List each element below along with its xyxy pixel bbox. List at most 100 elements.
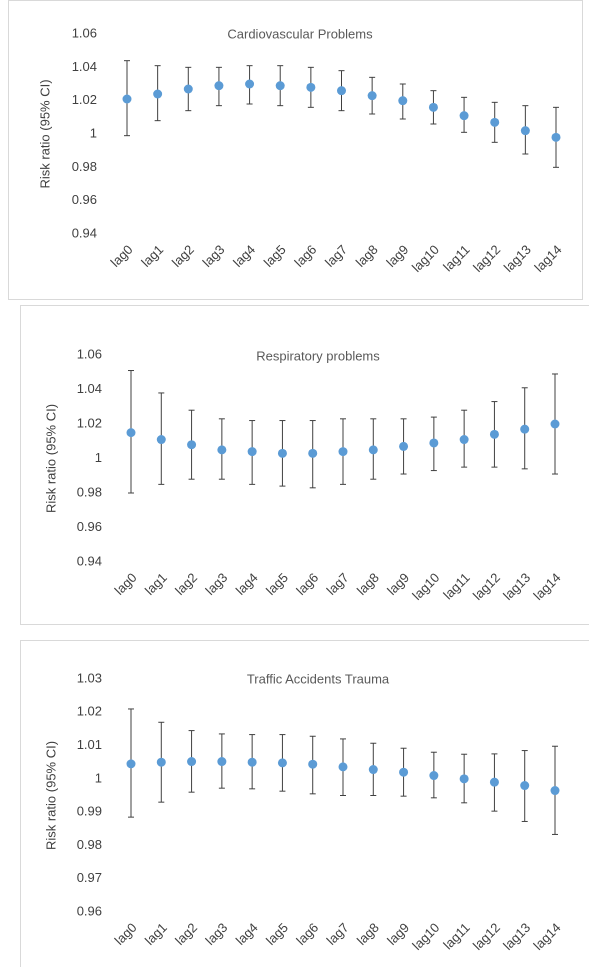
x-tick-label: lag8 (354, 570, 382, 598)
x-tick-label: lag1 (142, 570, 170, 598)
x-tick-label: lag11 (440, 920, 472, 952)
point (490, 778, 499, 787)
point (490, 430, 499, 439)
point (521, 126, 530, 135)
x-tick-label: lag2 (169, 242, 197, 270)
point (184, 85, 193, 94)
x-tick-label: lag14 (531, 242, 564, 275)
x-tick-label: lag9 (383, 242, 411, 270)
point (123, 95, 132, 104)
point (278, 758, 287, 767)
y-tick-label: 0.96 (72, 192, 97, 207)
x-tick-label: lag1 (138, 242, 166, 270)
point (368, 91, 377, 100)
y-axis-label: Risk ratio (95% CI) (43, 404, 58, 513)
y-tick-label: 1.02 (77, 704, 102, 719)
x-tick-label: lag2 (172, 920, 200, 948)
chart-title: Cardiovascular Problems (227, 26, 373, 41)
x-tick-label: lag0 (112, 570, 140, 598)
point (369, 445, 378, 454)
point (248, 758, 257, 767)
point (520, 781, 529, 790)
point (127, 428, 136, 437)
point (520, 425, 529, 434)
y-tick-label: 1.04 (72, 59, 97, 74)
x-tick-label: lag4 (230, 242, 258, 270)
point (399, 768, 408, 777)
x-tick-label: lag4 (233, 920, 261, 948)
x-tick-label: lag6 (293, 920, 321, 948)
point (552, 133, 561, 142)
point (429, 103, 438, 112)
chart-title: Traffic Accidents Trauma (247, 671, 390, 686)
point (217, 757, 226, 766)
y-tick-label: 0.96 (77, 519, 102, 534)
y-tick-label: 1 (95, 770, 102, 785)
y-tick-label: 0.96 (77, 903, 102, 918)
point (308, 760, 317, 769)
x-tick-label: lag14 (530, 570, 563, 603)
x-tick-label: lag13 (501, 242, 534, 275)
y-tick-label: 1.02 (77, 415, 102, 430)
x-tick-label: lag11 (440, 242, 472, 274)
x-tick-label: lag8 (353, 242, 381, 270)
x-tick-label: lag13 (500, 920, 533, 953)
point (369, 765, 378, 774)
chart-frame (21, 641, 589, 968)
y-axis-label: Risk ratio (95% CI) (43, 741, 58, 850)
x-tick-label: lag8 (354, 920, 382, 948)
y-tick-label: 0.98 (72, 159, 97, 174)
point (187, 757, 196, 766)
y-tick-label: 1.03 (77, 670, 102, 685)
x-tick-label: lag4 (233, 570, 261, 598)
point (490, 118, 499, 127)
point (248, 447, 257, 456)
y-tick-label: 1.06 (77, 346, 102, 361)
x-tick-label: lag5 (263, 920, 291, 948)
point (339, 762, 348, 771)
x-tick-label: lag11 (440, 570, 472, 602)
x-tick-label: lag0 (112, 920, 140, 948)
x-tick-label: lag12 (470, 570, 503, 603)
point (278, 449, 287, 458)
point (551, 420, 560, 429)
y-tick-label: 1.01 (77, 737, 102, 752)
point (460, 111, 469, 120)
y-tick-label: 1.06 (72, 25, 97, 40)
x-tick-label: lag10 (409, 920, 442, 953)
point (214, 81, 223, 90)
point (157, 435, 166, 444)
x-tick-label: lag12 (470, 242, 503, 275)
point (153, 90, 162, 99)
point (337, 86, 346, 95)
y-axis-label: Risk ratio (95% CI) (37, 79, 52, 188)
y-tick-label: 0.94 (77, 553, 102, 568)
point (276, 81, 285, 90)
x-tick-label: lag7 (322, 242, 350, 270)
point (551, 786, 560, 795)
y-tick-label: 1 (90, 125, 97, 140)
x-tick-label: lag14 (530, 920, 563, 953)
y-tick-label: 0.97 (77, 870, 102, 885)
x-tick-label: lag7 (324, 920, 352, 948)
point (398, 96, 407, 105)
x-tick-label: lag2 (172, 570, 200, 598)
y-tick-label: 1.04 (77, 381, 102, 396)
x-tick-label: lag3 (202, 570, 230, 598)
y-tick-label: 0.98 (77, 837, 102, 852)
y-tick-label: 1 (95, 450, 102, 465)
point (429, 438, 438, 447)
x-tick-label: lag12 (470, 920, 503, 953)
point (306, 83, 315, 92)
y-tick-label: 1.02 (72, 92, 97, 107)
x-tick-label: lag13 (500, 570, 533, 603)
x-tick-label: lag5 (261, 242, 289, 270)
point (245, 80, 254, 89)
x-tick-label: lag7 (324, 570, 352, 598)
y-tick-label: 0.98 (77, 484, 102, 499)
x-tick-label: lag6 (291, 242, 319, 270)
point (460, 774, 469, 783)
y-tick-label: 0.94 (72, 225, 97, 240)
x-tick-label: lag9 (384, 570, 412, 598)
